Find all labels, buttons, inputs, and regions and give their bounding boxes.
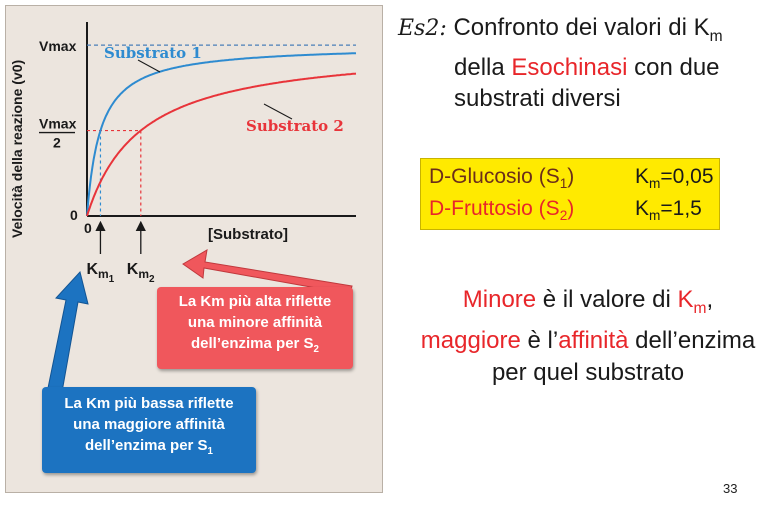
xtick-zero: 0 xyxy=(84,220,92,236)
title-line2-post: con due xyxy=(627,53,720,81)
callout-high-km: La Km più alta riflette una minore affin… xyxy=(157,287,353,369)
conclusion-maggiore: maggiore xyxy=(420,326,521,354)
conclusion-affinita: affinità xyxy=(558,326,629,354)
callout-low-line2: una maggiore affinità xyxy=(73,416,225,433)
conclusion-l2-end: dell’enzima xyxy=(628,326,756,354)
page-number: 33 xyxy=(723,481,738,496)
km-label-1-subsub: 1 xyxy=(109,274,115,285)
exercise-label: Es2: xyxy=(398,16,447,41)
km-row-fructose: D-Fruttosio (S2) xyxy=(429,197,574,223)
series-1-leader xyxy=(137,59,161,73)
callout-low-line3: dell’enzima per S xyxy=(85,437,208,454)
callout-high-line1: La Km più alta riflette xyxy=(178,293,332,310)
km-label-1-sub: m xyxy=(98,267,109,281)
km-value-glucose-sub: m xyxy=(649,176,661,192)
conclusion-text: Minore è il valore di Km, maggiore è l’a… xyxy=(398,284,778,389)
x-axis-label: [Substrato] xyxy=(208,226,288,243)
ytick-halfvmax: Vmax xyxy=(39,116,77,132)
km-table: D-Glucosio (S1) Km=0,05 D-Fruttosio (S2)… xyxy=(420,158,720,230)
km-label-2: Km2 xyxy=(127,261,155,285)
conclusion-l1-mid: è il valore di xyxy=(536,286,678,313)
title-block: Es2: Confronto dei valori di Km della Es… xyxy=(398,12,778,114)
ytick-vmax: Vmax xyxy=(39,38,77,54)
title-line2-pre: della xyxy=(454,53,512,81)
km-label-2-sub: m xyxy=(138,267,149,281)
km-row-glucose-sub: 1 xyxy=(559,176,568,192)
km-row-fructose-name: D-Fruttosio (S xyxy=(429,197,560,220)
km-value-glucose: Km=0,05 xyxy=(635,165,714,191)
callout-low-sub: 1 xyxy=(207,446,213,457)
conclusion-k-sub: m xyxy=(693,299,707,317)
conclusion-line3: per quel substrato xyxy=(491,358,685,386)
km-row-glucose: D-Glucosio (S1) xyxy=(429,165,574,191)
callout-high-line3: dell’enzima per S xyxy=(191,335,314,352)
curve-series-2 xyxy=(86,72,357,217)
curve-series-1 xyxy=(86,52,357,217)
callout-low-km: La Km più bassa riflette una maggiore af… xyxy=(42,387,256,473)
km-row-glucose-close: ) xyxy=(567,165,575,188)
callout-high-line2: una minore affinità xyxy=(187,314,323,331)
callout-high-sub: 2 xyxy=(313,344,319,355)
km-value-fructose: Km=1,5 xyxy=(635,197,702,223)
conclusion-l1-end: , xyxy=(706,286,714,313)
ytick-halfvmax-denominator: 2 xyxy=(53,135,61,151)
title-enzyme-name: Esochinasi xyxy=(511,53,628,81)
title-line3: substrati diversi xyxy=(454,84,621,112)
conclusion-l2-mid: è l’ xyxy=(520,326,559,354)
conclusion-minore: Minore xyxy=(462,286,537,313)
title-line1-sub: m xyxy=(709,27,723,45)
km-value-glucose-number: =0,05 xyxy=(660,165,714,188)
km-value-fructose-sub: m xyxy=(649,208,661,224)
km-row-fructose-sub: 2 xyxy=(559,208,568,224)
conclusion-k: K xyxy=(677,286,694,313)
km-value-glucose-k: K xyxy=(635,165,650,188)
ytick-zero: 0 xyxy=(70,207,78,223)
callout-low-line1: La Km più bassa riflette xyxy=(64,395,234,412)
km-row-glucose-name: D-Glucosio (S xyxy=(429,165,560,188)
km-label-2-subsub: 2 xyxy=(149,274,155,285)
series-label-1: Substrato 1 xyxy=(104,44,202,62)
title-line1: Confronto dei valori di K xyxy=(453,14,710,41)
series-2-leader xyxy=(263,103,293,120)
y-axis-label: Velocità della reazione (v0) xyxy=(9,60,25,238)
km-label-1: Km1 xyxy=(86,261,114,285)
km-value-fructose-k: K xyxy=(635,197,650,220)
km-value-fructose-number: =1,5 xyxy=(660,197,702,220)
callout-low-arrow xyxy=(47,270,89,393)
series-label-2: Substrato 2 xyxy=(246,117,344,135)
km-row-fructose-close: ) xyxy=(567,197,575,220)
